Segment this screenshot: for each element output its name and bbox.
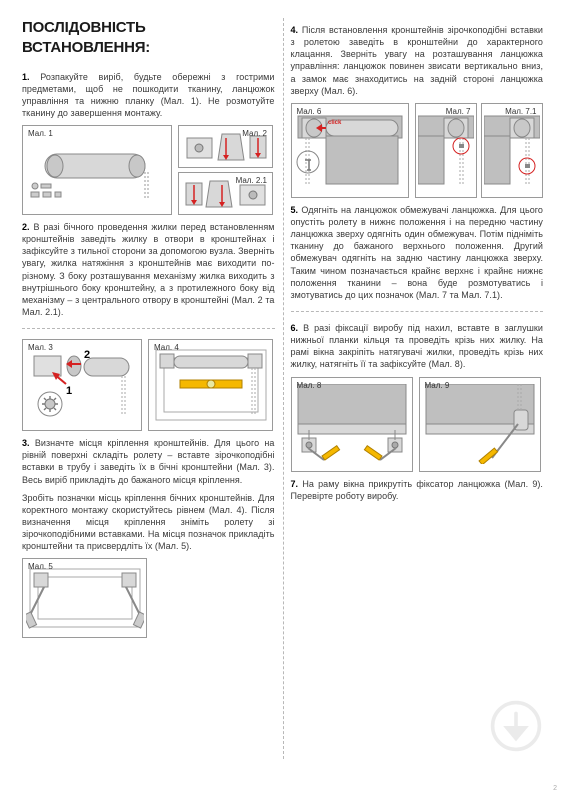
figure-1-svg [27, 134, 167, 206]
page-code: 2 [553, 784, 557, 793]
svg-text:1: 1 [66, 385, 72, 397]
figure-7: Мал. 7 [415, 103, 477, 198]
step-4-text: 4. Після встановлення кронштейнів зірочк… [291, 24, 544, 97]
figure-6: Мал. 6 click [291, 103, 409, 198]
p3a-body: Визначте місця кріплення кронштейнів. Дл… [22, 438, 275, 484]
step-5-text: 5. Одягніть на ланцюжок обмежувачі ланцю… [291, 204, 544, 301]
figure-4-svg [152, 346, 270, 424]
fig-col-7: Мал. 7 Мал. 7.1 [415, 103, 543, 198]
figure-9-svg [422, 384, 538, 464]
figure-2-1: Мал. 2.1 [178, 172, 273, 215]
figure-9: Мал. 9 [419, 377, 541, 472]
p5-body: Одягніть на ланцюжок обмежувачі ланцюжка… [291, 205, 544, 300]
figure-6-svg: click [294, 110, 406, 190]
figure-7-1: Мал. 7.1 [481, 103, 543, 198]
figure-8-label: Мал. 8 [297, 381, 322, 392]
fig-col-2: Мал. 2 Мал. 2.1 [178, 125, 273, 215]
figure-5-label: Мал. 5 [28, 562, 53, 573]
figure-5-svg [26, 565, 144, 631]
right-divider-1 [291, 311, 544, 312]
figure-3-label: Мал. 3 [28, 343, 53, 354]
figure-4: Мал. 4 [148, 339, 273, 431]
figure-7-svg [418, 110, 474, 190]
figure-7-1-label: Мал. 7.1 [505, 107, 536, 118]
figure-3-svg: 2 1 [26, 346, 138, 424]
p7-body: На раму вікна прикрутіть фіксатор ланцюж… [291, 479, 543, 501]
step-3b-text: Зробіть позначки місць кріплення бічних … [22, 492, 275, 553]
left-divider-1 [22, 328, 275, 329]
figure-8: Мал. 8 [291, 377, 413, 472]
step-7-text: 7. На раму вікна прикрутіть фіксатор лан… [291, 478, 544, 502]
fig-row-4: Мал. 6 click Мал. [291, 103, 544, 198]
p4-body: Після встановлення кронштейнів зірочкопо… [291, 25, 544, 96]
figure-7-label: Мал. 7 [446, 107, 471, 118]
p3b-body: Зробіть позначки місць кріплення бічних … [22, 493, 275, 552]
figure-2-label: Мал. 2 [242, 129, 267, 140]
page-title: ПОСЛІДОВНІСТЬ ВСТАНОВЛЕННЯ: [22, 18, 275, 59]
figure-6-label: Мал. 6 [297, 107, 322, 118]
figure-1: Мал. 1 [22, 125, 172, 215]
svg-text:click: click [328, 120, 342, 126]
step-2-text: 2. В разі бічного проведення жилки перед… [22, 221, 275, 318]
figure-9-label: Мал. 9 [425, 381, 450, 392]
figure-5: Мал. 5 [22, 558, 147, 638]
fig-row-1: Мал. 1 Мал. 2 [22, 125, 275, 215]
figure-4-label: Мал. 4 [154, 343, 179, 354]
left-column: ПОСЛІДОВНІСТЬ ВСТАНОВЛЕННЯ: 1. Розпакуйт… [14, 18, 283, 785]
step-6-text: 6. В разі фіксації виробу під нахил, вст… [291, 322, 544, 371]
figure-1-label: Мал. 1 [28, 129, 53, 140]
figure-7-1-svg [484, 110, 540, 190]
step-1-text: 1. Розпакуйте виріб, будьте обережні з г… [22, 71, 275, 120]
right-column: 4. Після встановлення кронштейнів зірочк… [283, 18, 552, 785]
step-3a-text: 3. Визначте місця кріплення кронштейнів.… [22, 437, 275, 486]
figure-2-1-label: Мал. 2.1 [236, 176, 267, 187]
svg-text:2: 2 [84, 349, 90, 361]
fig-row-5: Мал. 8 Мал. 9 [291, 377, 544, 472]
p1-body: Розпакуйте виріб, будьте обережні з гост… [22, 72, 275, 118]
fig-row-2: Мал. 3 2 1 [22, 339, 275, 431]
p2-body: В разі бічного проведення жилки перед вс… [22, 222, 275, 317]
figure-2: Мал. 2 [178, 125, 273, 168]
page-columns: ПОСЛІДОВНІСТЬ ВСТАНОВЛЕННЯ: 1. Розпакуйт… [14, 18, 551, 785]
figure-8-svg [294, 384, 410, 464]
fig-row-3: Мал. 5 [22, 558, 275, 638]
p6-body: В разі фіксації виробу під нахил, вставт… [291, 323, 544, 369]
figure-3: Мал. 3 2 1 [22, 339, 142, 431]
